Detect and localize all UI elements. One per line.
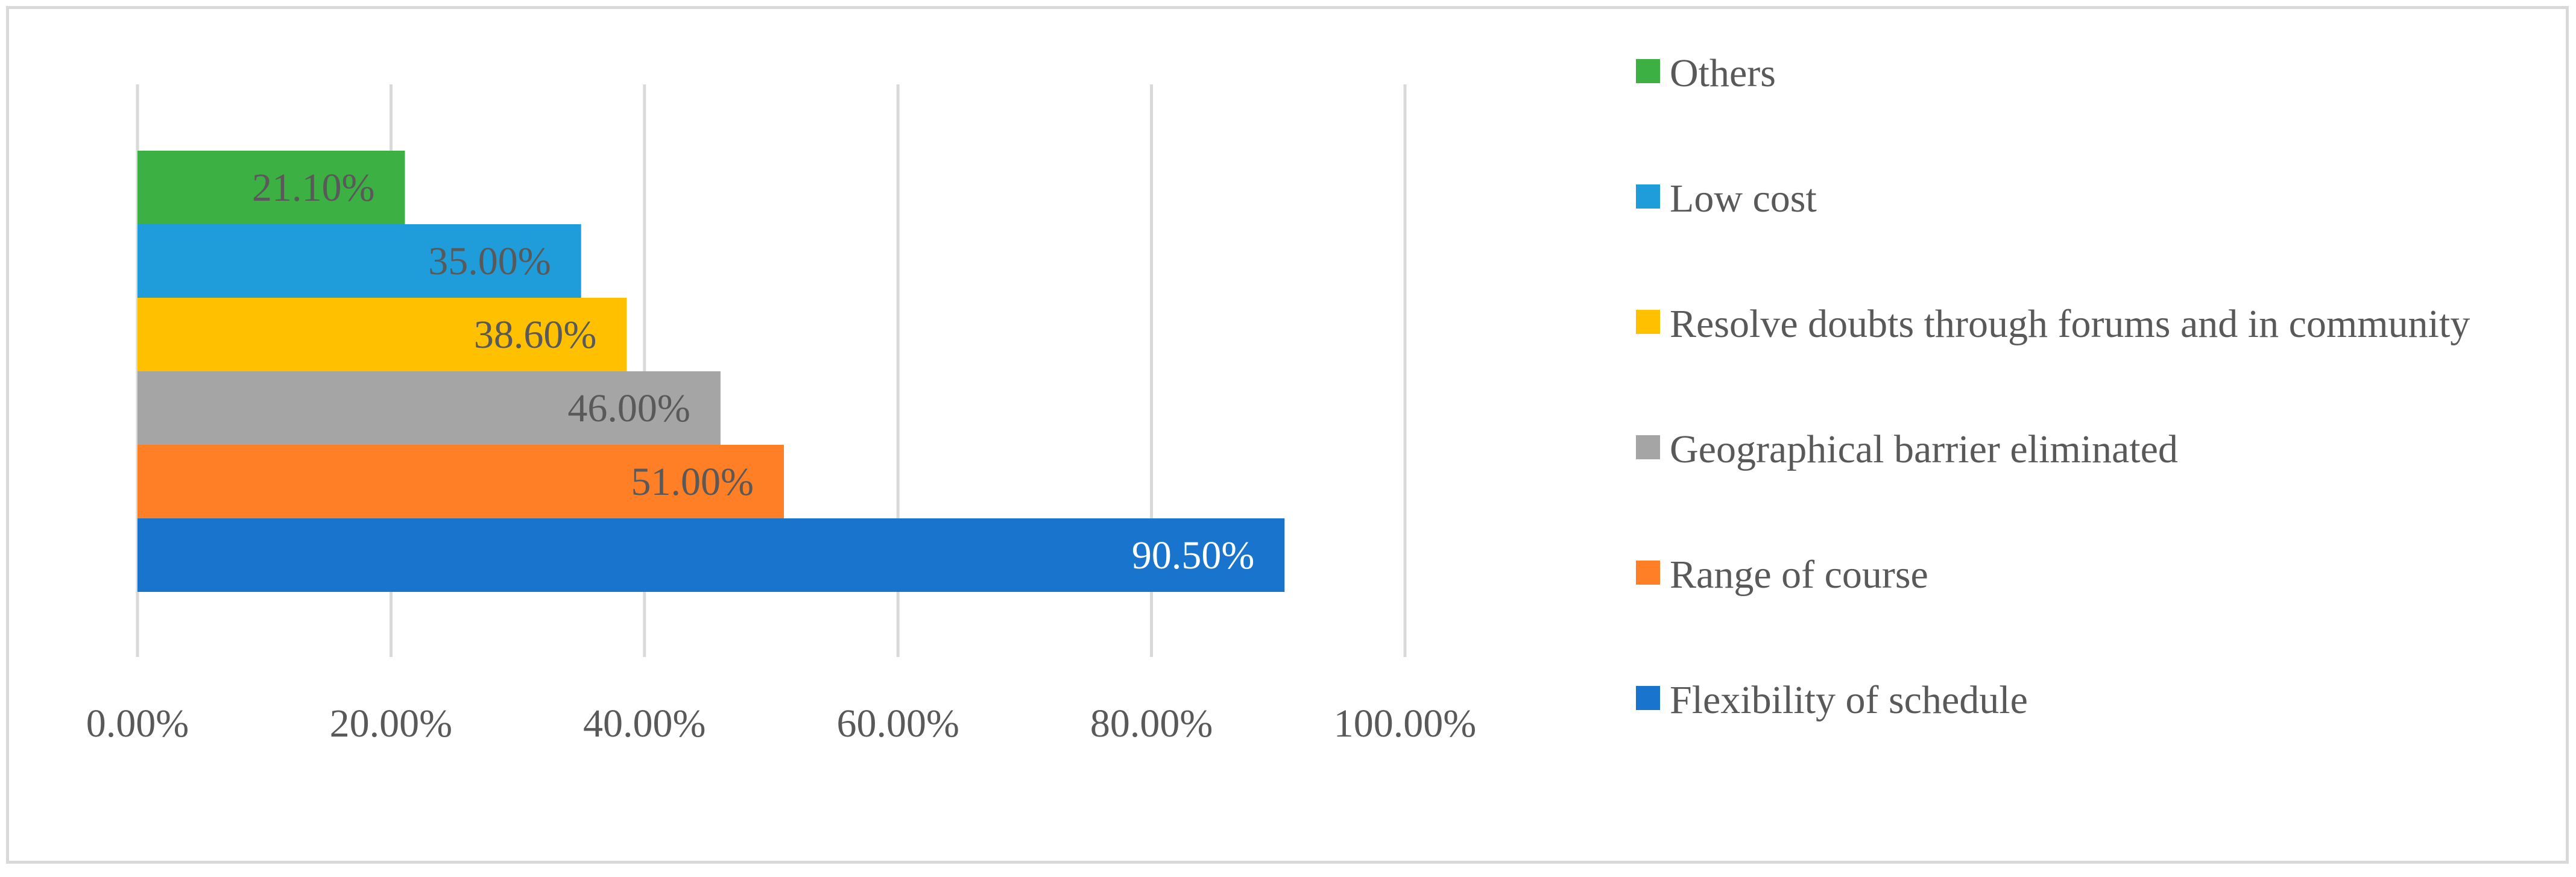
legend-swatch-resolve-doubts: [1636, 310, 1660, 334]
legend-label-low-cost: Low cost: [1670, 177, 1817, 221]
bar-0: [137, 518, 1285, 592]
legend-label-others: Others: [1670, 51, 1776, 95]
x-tick-label-0: 0.00%: [86, 702, 189, 746]
legend-swatch-flexibility-of-schedule: [1636, 686, 1660, 710]
legend-swatch-range-of-course: [1636, 561, 1660, 585]
legend-item-flexibility-of-schedule: Flexibility of schedule: [1636, 669, 2478, 732]
legend-label-range-of-course: Range of course: [1670, 553, 1928, 597]
x-tick-label-1: 20.00%: [330, 702, 452, 746]
data-label-4: 35.00%: [428, 239, 551, 283]
x-tick-label-2: 40.00%: [583, 702, 706, 746]
data-label-1: 51.00%: [631, 460, 754, 504]
bar-3: [137, 298, 627, 371]
legend-swatch-low-cost: [1636, 184, 1660, 209]
legend-label-resolve-doubts: Resolve doubts through forums and in com…: [1670, 302, 2470, 346]
data-label-3: 38.60%: [474, 313, 596, 357]
bar-4: [137, 224, 581, 298]
legend-item-resolve-doubts: Resolve doubts through forums and in com…: [1636, 293, 2478, 356]
data-label-2: 46.00%: [567, 386, 690, 430]
data-label-5: 21.10%: [252, 166, 374, 210]
legend-item-range-of-course: Range of course: [1636, 544, 2478, 606]
legend-label-geographical-barrier: Geographical barrier eliminated: [1670, 427, 2178, 471]
legend-item-geographical-barrier: Geographical barrier eliminated: [1636, 418, 2478, 481]
x-tick-label-3: 60.00%: [836, 702, 959, 746]
x-tick-label-5: 100.00%: [1334, 702, 1476, 746]
legend-label-flexibility-of-schedule: Flexibility of schedule: [1670, 678, 2028, 722]
legend-item-low-cost: Low cost: [1636, 168, 2478, 230]
bar-2: [137, 371, 721, 445]
legend-item-others: Others: [1636, 42, 2478, 105]
x-tick-label-4: 80.00%: [1090, 702, 1213, 746]
legend-swatch-geographical-barrier: [1636, 435, 1660, 459]
bar-1: [137, 445, 784, 518]
bar-5: [137, 151, 405, 224]
data-label-0: 90.50%: [1132, 533, 1254, 577]
legend-swatch-others: [1636, 59, 1660, 83]
